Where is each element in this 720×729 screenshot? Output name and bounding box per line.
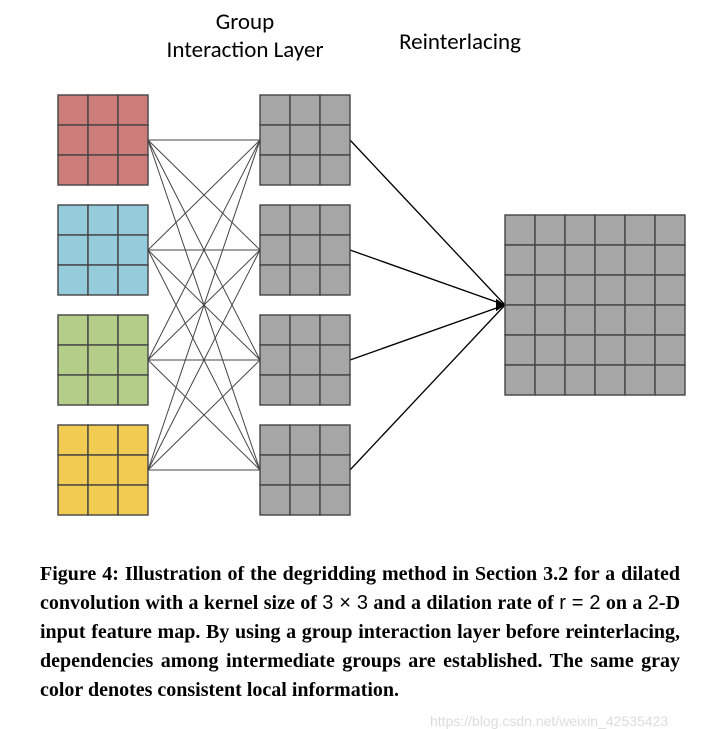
watermark-text: https://blog.csdn.net/weixin_42535423 bbox=[430, 713, 668, 729]
figure-caption: Figure 4: Illustration of the degridding… bbox=[40, 560, 680, 705]
label-reinterlacing-text: Reinterlacing bbox=[399, 28, 521, 56]
label-group-line2: Interaction Layer bbox=[167, 36, 324, 64]
watermark-content: https://blog.csdn.net/weixin_42535423 bbox=[430, 713, 668, 729]
label-group-interaction-layer: Group Interaction Layer bbox=[135, 8, 355, 64]
label-reinterlacing: Reinterlacing bbox=[350, 28, 570, 56]
label-group-line1: Group bbox=[216, 8, 274, 36]
